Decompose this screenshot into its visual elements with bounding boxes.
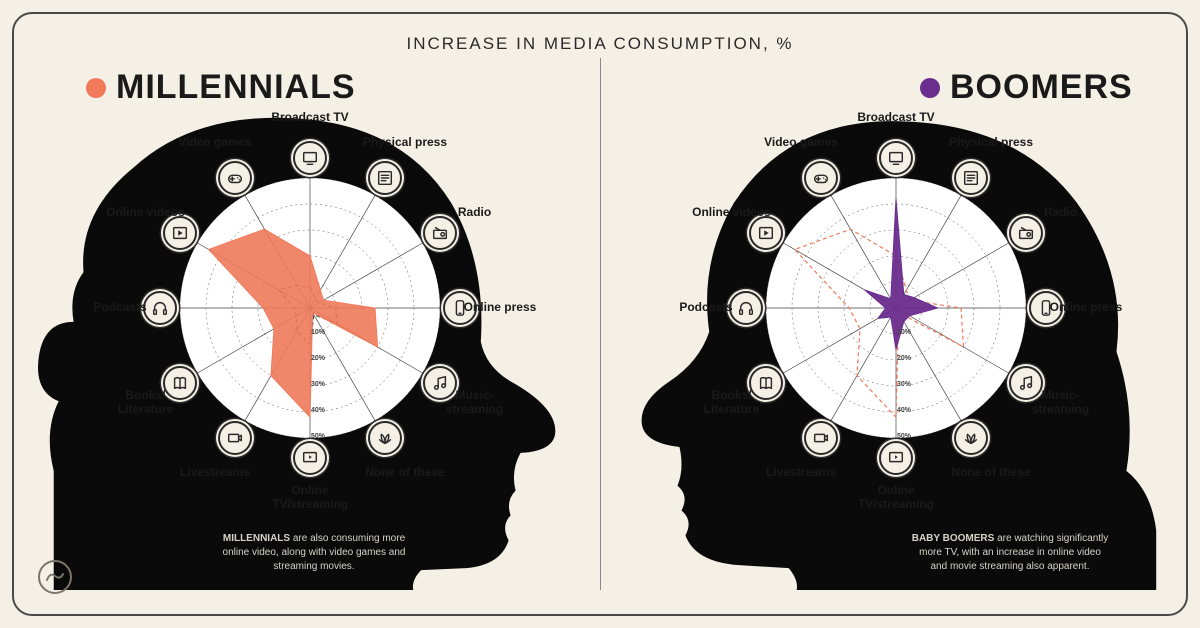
radio-icon: [1009, 216, 1043, 250]
legend-dot-millennials: [86, 78, 106, 98]
gamepad-icon: [804, 161, 838, 195]
panel-boomers: BOOMERS 10% 20% 30% 40% 50% Broadcast TV Physi…: [600, 38, 1186, 590]
axis-label: Online videos: [686, 206, 776, 220]
axis-label: Podcasts: [75, 301, 165, 315]
svg-text:30%: 30%: [311, 381, 326, 388]
newspaper-icon: [368, 161, 402, 195]
screen-icon: [879, 441, 913, 475]
axis-label: Music-streaming: [430, 389, 520, 417]
axis-label: Online press: [455, 301, 545, 315]
axis-label: Online TV/streaming: [265, 484, 355, 512]
lotus-icon: [368, 421, 402, 455]
panel-millennials: MILLENNIALS 10% 20% 30% 40% 50% Broadcast TV P…: [14, 38, 600, 590]
group-title-millennials: MILLENNIALS: [86, 68, 356, 107]
group-title-boomers: BOOMERS: [920, 68, 1133, 107]
axis-label: Broadcast TV: [851, 111, 941, 125]
radio-icon: [423, 216, 457, 250]
caption-millennials: MILLENNIALS are also consuming more onli…: [214, 532, 414, 574]
camera-icon: [218, 421, 252, 455]
axis-label: Radio: [1016, 206, 1106, 220]
svg-text:20%: 20%: [897, 355, 912, 362]
axis-label: Radio: [430, 206, 520, 220]
svg-text:40%: 40%: [311, 407, 326, 414]
group-title-text: BOOMERS: [950, 68, 1133, 107]
axis-label: Livestreams: [170, 466, 260, 480]
axis-label: Physical press: [946, 137, 1036, 151]
axis-label: Books/Literature: [686, 389, 776, 417]
svg-text:10%: 10%: [897, 329, 912, 336]
group-title-text: MILLENNIALS: [116, 68, 356, 107]
axis-label: None of these: [360, 466, 450, 480]
svg-text:40%: 40%: [897, 407, 912, 414]
play-icon: [749, 216, 783, 250]
page-title: INCREASE IN MEDIA CONSUMPTION, %: [386, 34, 813, 54]
screen-icon: [293, 441, 327, 475]
axis-label: Video games: [170, 137, 260, 151]
axis-label: Music-streaming: [1016, 389, 1106, 417]
svg-text:10%: 10%: [311, 329, 326, 336]
radar-chart-boomers: 10%20%30%40%50%Broadcast TVPhysical pres…: [726, 138, 1066, 478]
axis-label: None of these: [946, 466, 1036, 480]
newspaper-icon: [954, 161, 988, 195]
axis-label: Broadcast TV: [265, 111, 355, 125]
axis-label: Online videos: [100, 206, 190, 220]
camera-icon: [804, 421, 838, 455]
legend-dot-boomers: [920, 78, 940, 98]
axis-label: Video games: [756, 137, 846, 151]
card-frame: INCREASE IN MEDIA CONSUMPTION, % MILLENN…: [12, 12, 1188, 616]
svg-text:50%: 50%: [311, 433, 326, 440]
gamepad-icon: [218, 161, 252, 195]
axis-label: Online TV/streaming: [851, 484, 941, 512]
svg-text:20%: 20%: [311, 355, 326, 362]
svg-text:30%: 30%: [897, 381, 912, 388]
brand-logo-icon: [38, 560, 72, 594]
tv-icon: [879, 141, 913, 175]
caption-boomers: BABY BOOMERS are watching significantly …: [910, 532, 1110, 574]
play-icon: [163, 216, 197, 250]
svg-text:50%: 50%: [897, 433, 912, 440]
axis-label: Podcasts: [661, 301, 751, 315]
axis-label: Physical press: [360, 137, 450, 151]
axis-label: Online press: [1041, 301, 1131, 315]
lotus-icon: [954, 421, 988, 455]
radar-chart-millennials: 10%20%30%40%50%Broadcast TVPhysical pres…: [140, 138, 480, 478]
axis-label: Livestreams: [756, 466, 846, 480]
axis-label: Books/Literature: [100, 389, 190, 417]
tv-icon: [293, 141, 327, 175]
